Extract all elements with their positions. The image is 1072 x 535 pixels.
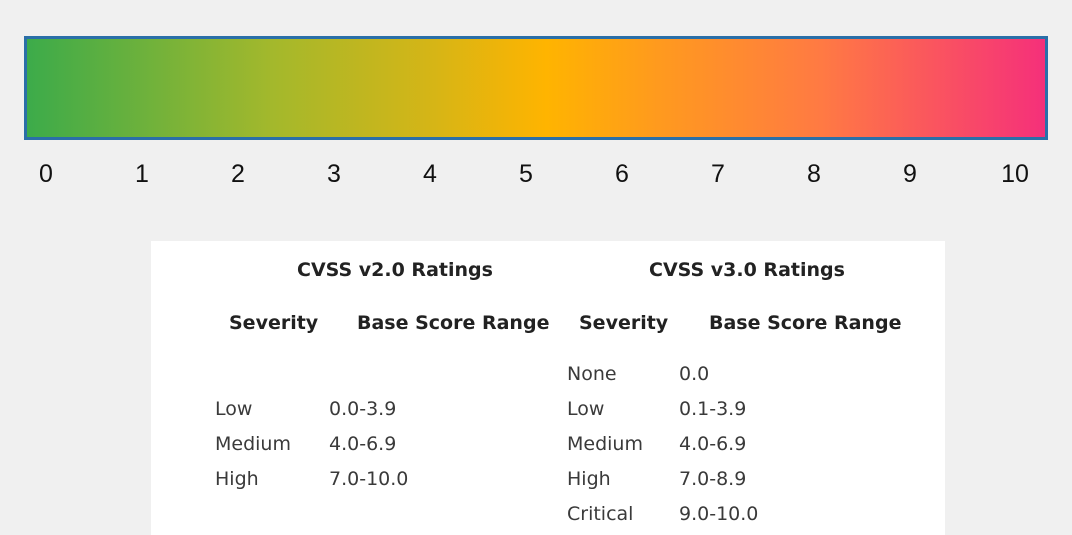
- v2-severity-header: Severity: [229, 312, 319, 334]
- tick-label: 1: [135, 160, 149, 188]
- v2-range-cell: 7.0-10.0: [329, 468, 409, 490]
- cvss-v2-title: CVSS v2.0 Ratings: [297, 259, 493, 281]
- v2-range-cell: 0.0-3.9: [329, 398, 397, 420]
- tick-label: 2: [231, 160, 245, 188]
- v2-range-cell: 4.0-6.9: [329, 433, 397, 455]
- tick-label: 10: [1001, 160, 1029, 188]
- v2-severity-cell: Medium: [215, 433, 291, 455]
- tick-label: 3: [327, 160, 341, 188]
- v3-severity-cell: Medium: [567, 433, 643, 455]
- tick-label: 0: [39, 160, 53, 188]
- cvss-v3-title: CVSS v3.0 Ratings: [649, 259, 845, 281]
- v3-range-cell: 0.0: [679, 363, 710, 385]
- v3-range-cell: 4.0-6.9: [679, 433, 747, 455]
- cvss-ratings-table: CVSS v2.0 Ratings Severity Base Score Ra…: [151, 241, 945, 535]
- v3-severity-cell: High: [567, 468, 611, 490]
- tick-label: 5: [519, 160, 533, 188]
- tick-label: 7: [711, 160, 725, 188]
- tick-label: 9: [903, 160, 917, 188]
- v3-range-header: Base Score Range: [709, 312, 902, 334]
- tick-label: 6: [615, 160, 629, 188]
- v2-severity-cell: Low: [215, 398, 253, 420]
- v3-severity-cell: None: [567, 363, 617, 385]
- severity-gradient-bar: [24, 36, 1048, 140]
- tick-label: 4: [423, 160, 437, 188]
- scale-tick-labels: 0 1 2 3 4 5 6 7 8 9 10: [0, 160, 1072, 192]
- v3-range-cell: 7.0-8.9: [679, 468, 747, 490]
- v3-range-cell: 9.0-10.0: [679, 503, 759, 525]
- v2-severity-cell: High: [215, 468, 259, 490]
- v2-range-header: Base Score Range: [357, 312, 550, 334]
- v3-severity-cell: Low: [567, 398, 605, 420]
- v3-severity-header: Severity: [579, 312, 669, 334]
- v3-range-cell: 0.1-3.9: [679, 398, 747, 420]
- v3-severity-cell: Critical: [567, 503, 634, 525]
- tick-label: 8: [807, 160, 821, 188]
